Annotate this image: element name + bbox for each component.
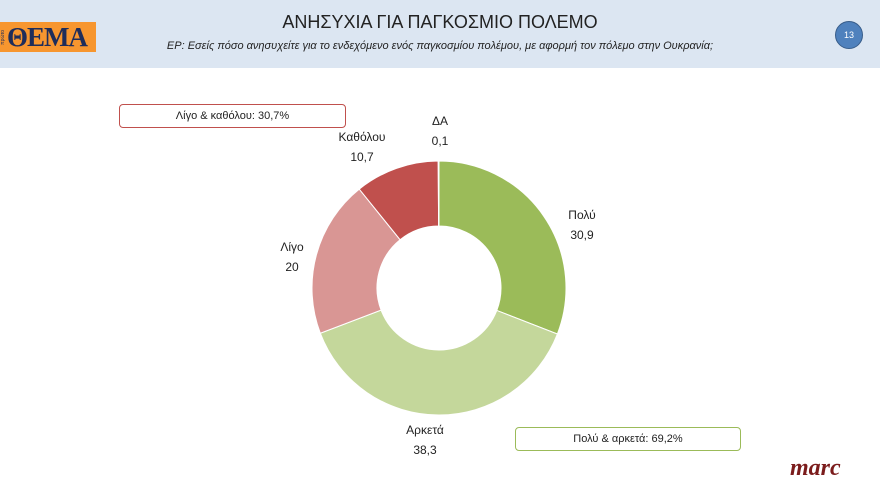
donut-slice-2 [311, 188, 401, 334]
slice-label: Λίγο 20 [252, 237, 332, 277]
slice-value-label: 0,1 [431, 134, 449, 148]
page-title: ΑΝΗΣΥΧΙΑ ΓΙΑ ΠΑΓΚΟΣΜΙΟ ΠΟΛΕΜΟ [282, 12, 598, 32]
slice-label: Καθόλου 10,7 [322, 127, 402, 167]
low-concern-total-box: Λίγο & καθόλου: 30,7% [119, 104, 346, 128]
slice-value-label: 30,9 [570, 228, 594, 242]
question-subtitle: ΕΡ: Εσείς πόσο ανησυχείτε για το ενδεχόμ… [166, 40, 714, 52]
slice-value-label: 38,3 [413, 443, 437, 457]
header-bar: πρώτο ΘΕΜΑ ΑΝΗΣΥΧΙΑ ΓΙΑ ΠΑΓΚΟΣΜΙΟ ΠΟΛΕΜΟ… [0, 0, 880, 68]
donut-slice-4 [437, 160, 440, 227]
donut-slice-1 [319, 309, 559, 416]
newspaper-logo: πρώτο ΘΕΜΑ [0, 22, 96, 52]
slice-category-label: ΔΑ [431, 114, 449, 128]
page-number-badge: 13 [835, 21, 863, 49]
slice-category-label: Καθόλου [338, 130, 386, 144]
slice-category-label: Λίγο [280, 240, 304, 254]
slice-category-label: Αρκετά [406, 423, 444, 437]
slice-value-label: 10,7 [350, 150, 374, 164]
slice-label: Πολύ 30,9 [542, 205, 622, 245]
slice-label: ΔΑ 0,1 [400, 111, 480, 151]
marc-logo: marc [790, 455, 841, 481]
slice-category-label: Πολύ [568, 208, 596, 222]
slice-value-label: 20 [285, 260, 299, 274]
logo-text: ΘΕΜΑ [7, 21, 88, 52]
high-concern-total-box: Πολύ & αρκετά: 69,2% [515, 427, 741, 451]
donut-slice-0 [438, 160, 567, 335]
slice-label: Αρκετά 38,3 [385, 420, 465, 460]
